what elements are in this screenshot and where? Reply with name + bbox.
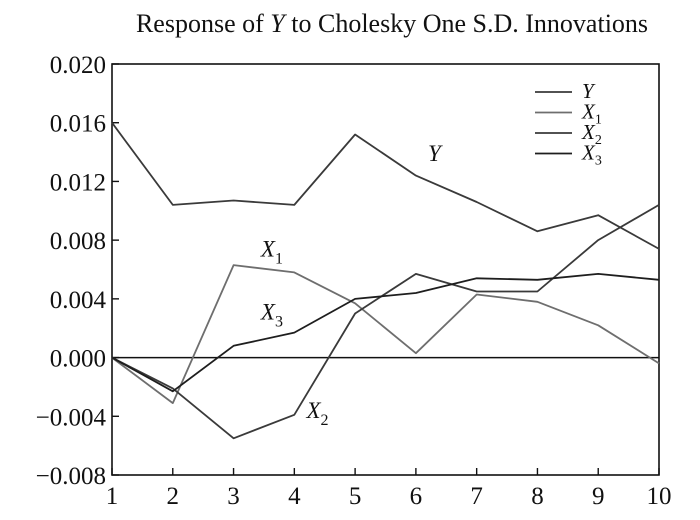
y-tick-label: 0.008: [50, 228, 106, 255]
y-tick-label: 0.000: [50, 346, 106, 373]
x-tick-label: 9: [592, 483, 605, 510]
series-annotation-y: Y: [428, 141, 443, 166]
series-line-x2: [111, 204, 660, 440]
y-tick-label: 0.012: [50, 169, 106, 196]
y-tick-label: 0.020: [50, 52, 106, 79]
series-annotation-x3: X3: [260, 299, 283, 330]
y-tick-label: −0.008: [36, 463, 106, 490]
legend-label-y: Y: [582, 79, 596, 103]
legend-label-x3: X3: [581, 141, 602, 169]
x-tick-label: 8: [531, 483, 544, 510]
y-tick-label: 0.016: [50, 111, 106, 138]
x-tick-label: 1: [106, 483, 119, 510]
x-tick-label: 10: [647, 483, 672, 510]
legend-label-x1: X1: [581, 100, 602, 128]
x-tick-label: 3: [227, 483, 240, 510]
chart-title: Response of Y to Cholesky One S.D. Innov…: [136, 9, 648, 38]
plot-area: −0.008 −0.004 0.000 0.004 0.008 0.012 0.016 0.0…: [36, 52, 672, 510]
plot-frame: [111, 63, 660, 476]
series-annotation-x1: X1: [260, 236, 283, 267]
legend-label-x2: X2: [581, 120, 602, 148]
y-tick-label: 0.004: [50, 287, 107, 314]
series-line-y: [111, 122, 660, 250]
x-tick-label: 7: [470, 483, 483, 510]
x-tick-label: 4: [288, 483, 301, 510]
series-annotation-x2: X2: [305, 398, 328, 429]
x-tick-label: 2: [167, 483, 180, 510]
series-line-x1: [111, 264, 660, 405]
series-line-x3: [111, 272, 660, 393]
x-tick-label: 5: [349, 483, 362, 510]
x-tick-label: 6: [410, 483, 423, 510]
y-tick-label: −0.004: [36, 404, 107, 431]
